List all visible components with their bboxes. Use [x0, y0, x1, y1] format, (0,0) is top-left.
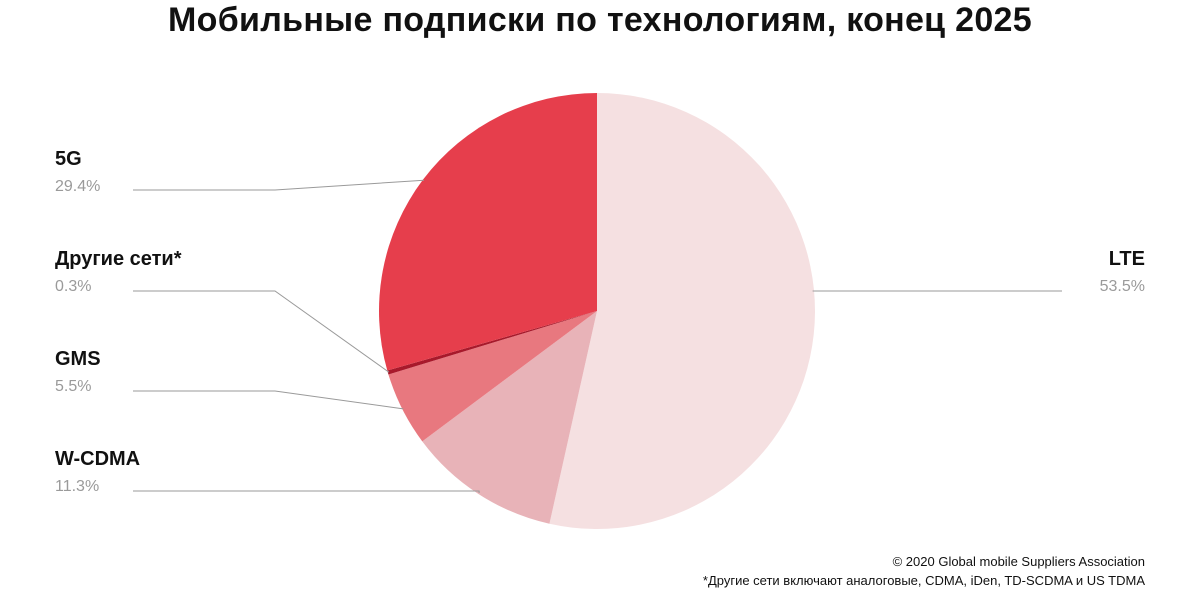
slice-label-value-1: 11.3% [55, 478, 99, 495]
pie-slice-2 [388, 311, 597, 442]
leader-line-4 [133, 179, 425, 191]
pie-slice-3 [387, 311, 597, 375]
slice-label-value-3: 0.3% [55, 278, 91, 295]
chart-title: Мобильные подписки по технологиям, конец… [168, 1, 1032, 39]
pie-slice-1 [422, 311, 597, 524]
slice-label-name-0: LTE [1109, 248, 1145, 270]
slice-label-name-4: 5G [55, 148, 82, 170]
pie-slice-0 [549, 93, 815, 529]
slice-label-value-0: 53.5% [1100, 278, 1145, 295]
slice-label-name-3: Другие сети* [55, 248, 182, 270]
leader-line-1 [133, 490, 480, 493]
copyright-note: © 2020 Global mobile Suppliers Associati… [892, 554, 1145, 569]
slice-label-name-2: GMS [55, 348, 101, 370]
slice-label-value-2: 5.5% [55, 378, 91, 395]
leader-line-3 [133, 290, 390, 373]
footnote: *Другие сети включают аналоговые, CDMA, … [702, 573, 1145, 588]
pie-slices [379, 93, 815, 529]
slice-label-value-4: 29.4% [55, 178, 100, 195]
leader-lines [133, 179, 1062, 493]
slice-labels: LTE 53.5% W-CDMA 11.3% GMS 5.5% Другие сети* 0.… [55, 148, 1145, 495]
leader-line-2 [133, 390, 404, 410]
slice-label-name-1: W-CDMA [55, 448, 140, 470]
pie-slice-4 [379, 93, 597, 371]
